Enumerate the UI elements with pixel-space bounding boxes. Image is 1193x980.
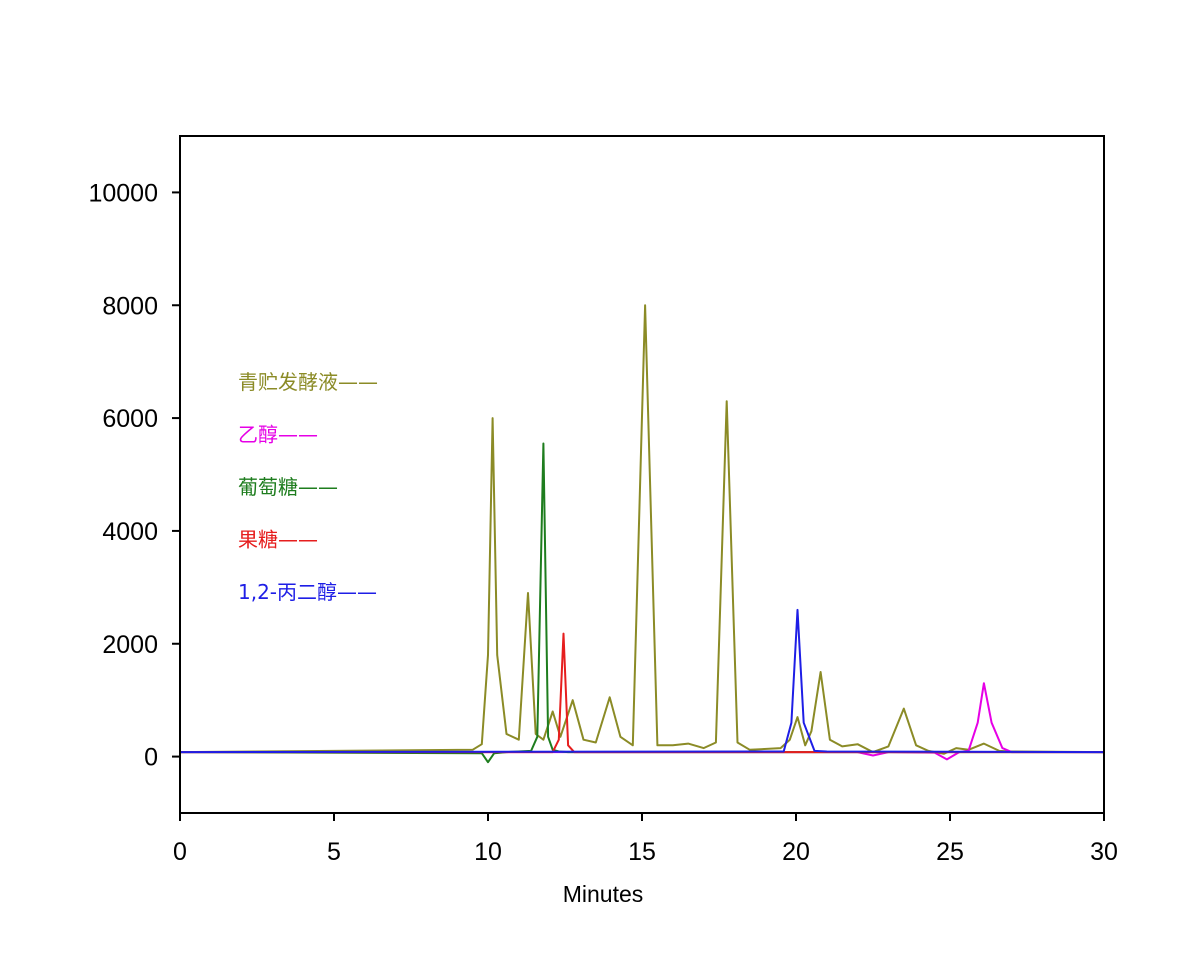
legend-entry-2: 乙醇—— (238, 423, 318, 447)
legend-entry-3: 葡萄糖—— (238, 475, 338, 499)
x-tick-label: 30 (1090, 838, 1118, 866)
x-tick-label: 15 (628, 838, 656, 866)
x-axis-title: Minutes (563, 881, 644, 907)
series-line-5 (179, 608, 1105, 754)
y-tick-label: 2000 (102, 631, 158, 659)
x-tick-label: 5 (327, 838, 341, 866)
x-axis-ticks: 0 5 10 15 20 25 30 (173, 813, 1118, 866)
legend-entry-4: 果糖—— (238, 528, 318, 552)
y-axis-ticks: 0 2000 4000 6000 8000 10000 (88, 179, 180, 772)
x-tick-label: 20 (782, 838, 810, 866)
y-tick-label: 0 (144, 744, 158, 772)
series-layer (179, 304, 1105, 764)
x-tick-label: 0 (173, 838, 187, 866)
y-tick-label: 6000 (102, 405, 158, 433)
x-tick-label: 25 (936, 838, 964, 866)
legend: 青贮发酵液—— 乙醇—— 葡萄糖—— 果糖—— 1,2-丙二醇—— (238, 370, 378, 604)
series-line-1 (179, 304, 1105, 755)
y-tick-label: 8000 (102, 292, 158, 320)
x-tick-label: 10 (474, 838, 502, 866)
legend-entry-1: 青贮发酵液—— (238, 370, 378, 394)
legend-entry-5: 1,2-丙二醇—— (238, 580, 377, 604)
y-tick-label: 10000 (88, 179, 158, 207)
y-tick-label: 4000 (102, 518, 158, 546)
